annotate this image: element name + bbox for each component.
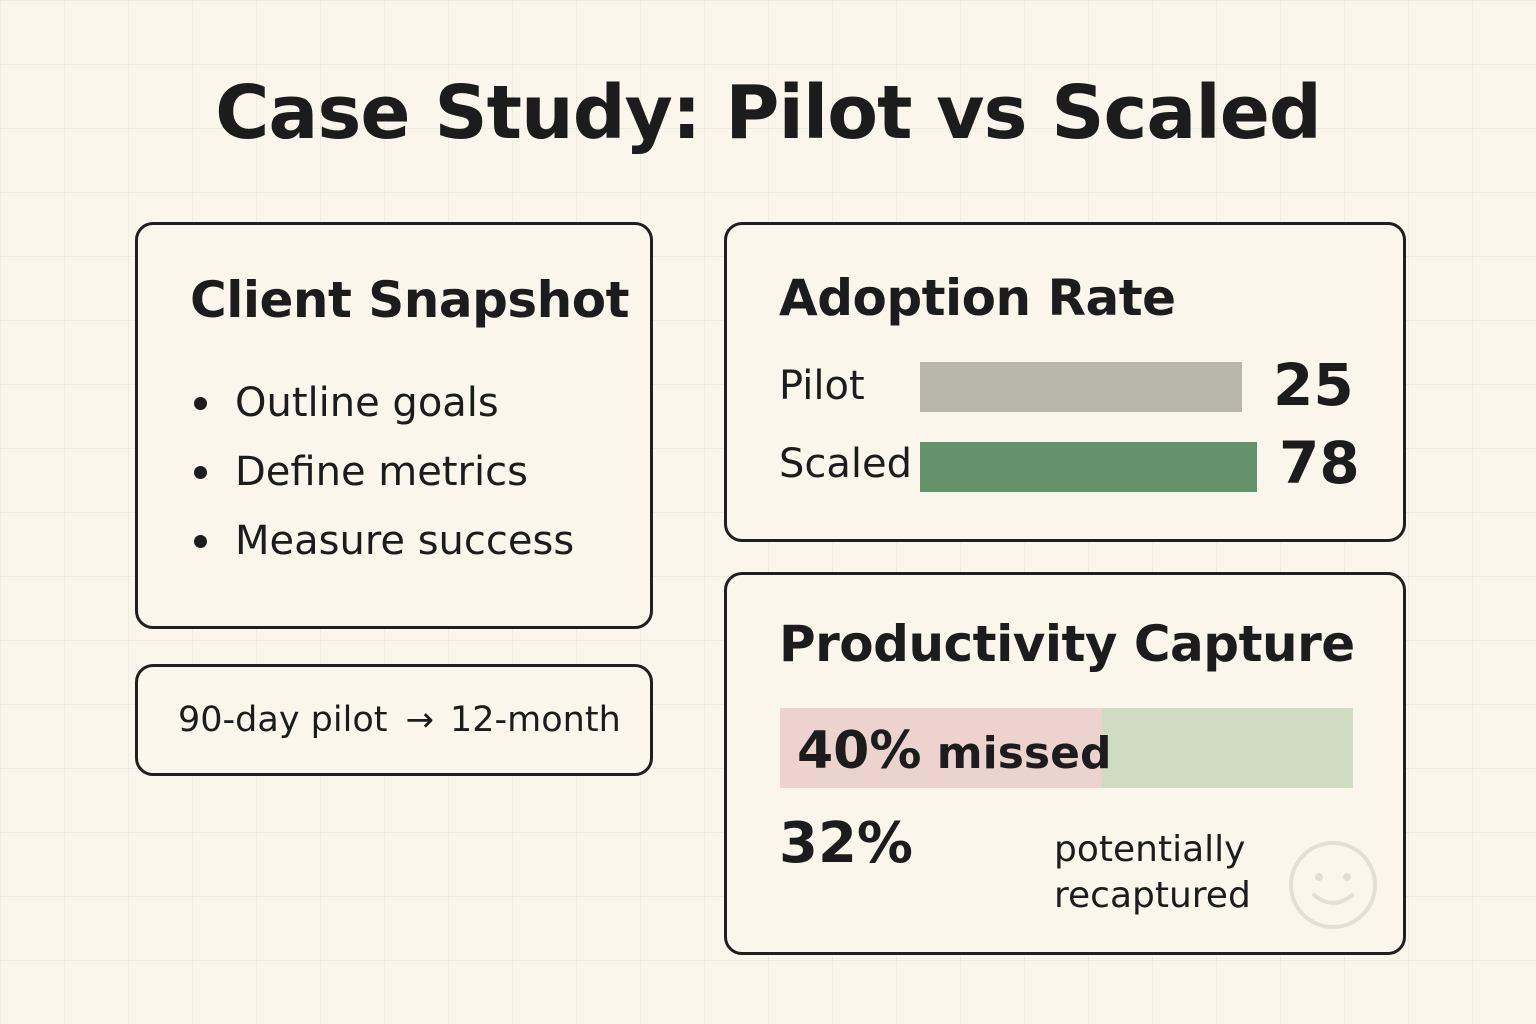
timeline-card: 90-day pilot → 12-month bbox=[135, 664, 653, 776]
timeline-row: 90-day pilot → 12-month bbox=[178, 667, 621, 773]
arrow-right-icon: → bbox=[405, 700, 434, 740]
missed-text: missed bbox=[936, 728, 1112, 779]
snapshot-bullet-item: Outline goals bbox=[190, 369, 574, 438]
recaptured-percent: 32% bbox=[779, 811, 914, 876]
adoption-rate-card: Adoption Rate Pilot 25 Scaled 78 bbox=[724, 222, 1406, 542]
adoption-rate-title: Adoption Rate bbox=[779, 269, 1176, 327]
bullet-dot-icon bbox=[194, 397, 207, 410]
snapshot-bullet-list: Outline goals Define metrics Measure suc… bbox=[190, 369, 574, 576]
timeline-from: 90-day pilot bbox=[178, 700, 388, 740]
bullet-dot-icon bbox=[194, 535, 207, 548]
snapshot-bullet-text: Measure success bbox=[235, 518, 575, 564]
snapshot-bullet-text: Define metrics bbox=[235, 449, 528, 495]
scaled-bar-value: 78 bbox=[1279, 429, 1360, 497]
snapshot-bullet-text: Outline goals bbox=[235, 380, 499, 426]
productivity-missed-label: 40% missed bbox=[797, 708, 1111, 788]
bullet-dot-icon bbox=[194, 466, 207, 479]
missed-percent: 40% bbox=[797, 721, 922, 781]
snapshot-bullet-item: Define metrics bbox=[190, 438, 574, 507]
scaled-bar-label: Scaled bbox=[779, 441, 913, 487]
smiley-icon bbox=[1289, 841, 1377, 929]
productivity-missed-segment bbox=[780, 708, 1103, 788]
client-snapshot-card: Client Snapshot Outline goals Define met… bbox=[135, 222, 653, 629]
pilot-bar-label: Pilot bbox=[779, 363, 865, 409]
timeline-to: 12-month bbox=[449, 700, 621, 740]
recaptured-label: potentially recaptured bbox=[1054, 827, 1251, 919]
productivity-capture-card: Productivity Capture 40% missed 32% pote… bbox=[724, 572, 1406, 955]
pilot-bar bbox=[920, 362, 1242, 412]
scaled-bar bbox=[920, 442, 1257, 492]
productivity-capture-title: Productivity Capture bbox=[779, 615, 1355, 673]
page-title: Case Study: Pilot vs Scaled bbox=[215, 70, 1322, 156]
productivity-bar: 40% missed bbox=[780, 708, 1353, 788]
client-snapshot-title: Client Snapshot bbox=[190, 271, 630, 329]
pilot-bar-value: 25 bbox=[1273, 351, 1354, 419]
snapshot-bullet-item: Measure success bbox=[190, 507, 574, 576]
recaptured-label-line2: recaptured bbox=[1054, 875, 1251, 916]
recaptured-label-line1: potentially bbox=[1054, 829, 1246, 870]
